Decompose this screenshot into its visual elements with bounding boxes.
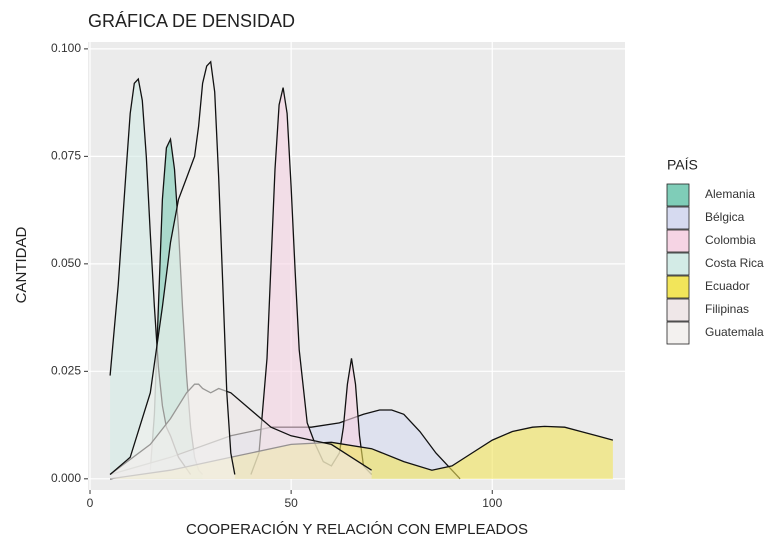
- density-area: [110, 61, 235, 479]
- y-tick-label: 0.025: [51, 364, 81, 378]
- x-tick-label: 50: [284, 496, 298, 510]
- legend-label: Guatemala: [705, 325, 764, 339]
- legend-label: Bélgica: [705, 210, 745, 224]
- y-tick-label: 0.050: [51, 256, 81, 270]
- legend-label: Colombia: [705, 233, 756, 247]
- legend-key: [666, 229, 690, 253]
- y-tick-label: 0.000: [51, 471, 81, 485]
- density-area: [250, 87, 372, 479]
- chart-title: GRÁFICA DE DENSIDAD: [88, 11, 295, 31]
- legend-title: PAÍS: [667, 157, 698, 173]
- legend-key: [666, 275, 690, 299]
- legend-key: [666, 252, 690, 276]
- legend-key: [666, 206, 690, 230]
- y-tick-label: 0.075: [51, 149, 81, 163]
- legend-label: Filipinas: [705, 302, 749, 316]
- x-axis-label: COOPERACIÓN Y RELACIÓN CON EMPLEADOS: [186, 521, 528, 538]
- legend-key: [666, 321, 690, 345]
- legend-key: [666, 183, 690, 207]
- density-line: [250, 87, 373, 475]
- density-line: [109, 60, 236, 475]
- y-axis-label: CANTIDAD: [13, 226, 30, 303]
- legend-label: Ecuador: [705, 279, 750, 293]
- y-tick-label: 0.100: [51, 41, 81, 55]
- x-tick-label: 100: [482, 496, 502, 510]
- density-area: [110, 79, 191, 479]
- legend-label: Alemania: [705, 187, 755, 201]
- x-tick-label: 0: [87, 496, 94, 510]
- legend-key: [666, 298, 690, 322]
- legend-label: Costa Rica: [705, 256, 764, 270]
